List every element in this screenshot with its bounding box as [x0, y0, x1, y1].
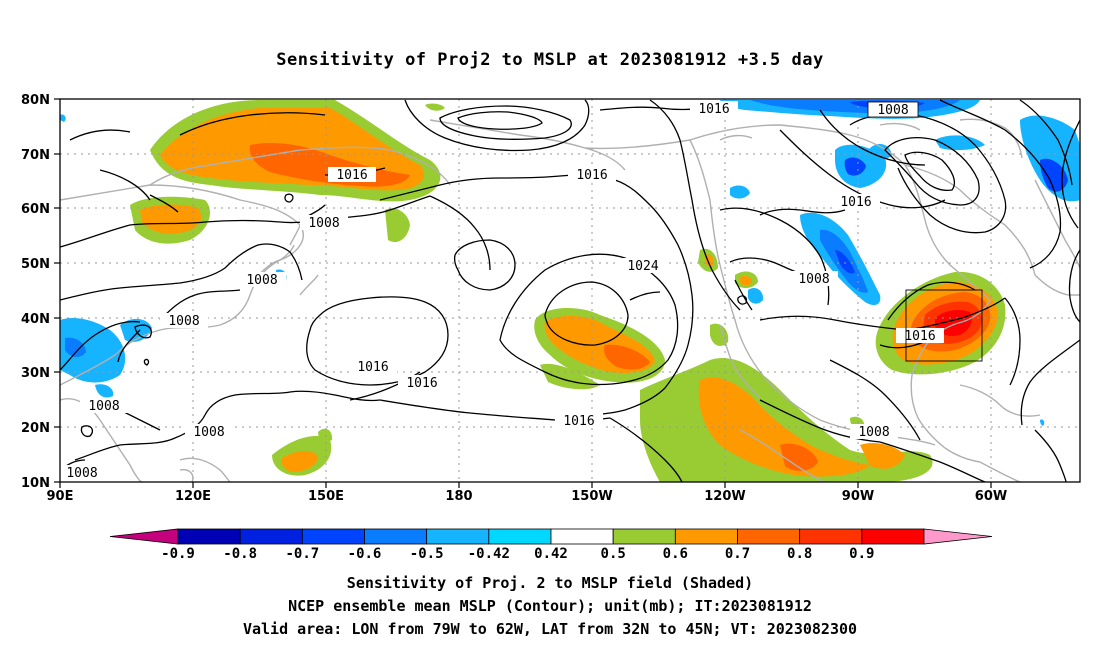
- colorbar-label: -0.7: [285, 546, 319, 562]
- colorbar-cell: [737, 528, 801, 545]
- svg-text:1008: 1008: [66, 466, 97, 481]
- svg-text:1008: 1008: [308, 216, 339, 231]
- colorbar-cell: [488, 528, 552, 545]
- colorbar-cell: [799, 528, 863, 545]
- colorbar-label: 0.8: [787, 546, 812, 562]
- lon-label-150w: 150W: [571, 489, 612, 504]
- contour-label: 1016: [328, 167, 376, 183]
- svg-text:1016: 1016: [698, 102, 729, 117]
- lon-label-60w: 60W: [975, 489, 1007, 504]
- colorbar-label: -0.9: [161, 546, 195, 562]
- colorbar-label: -0.42: [468, 546, 510, 562]
- contour-label: 1008: [790, 271, 838, 287]
- contour-label: 1016: [349, 359, 397, 375]
- svg-text:1008: 1008: [88, 399, 119, 414]
- contour-label: 1008: [185, 424, 233, 440]
- caption-contour: NCEP ensemble mean MSLP (Contour); unit(…: [288, 597, 812, 615]
- contour-label: 1016: [896, 328, 944, 344]
- colorbar-labels: -0.9 -0.8 -0.7 -0.6 -0.5 -0.42 0.42 0.5 0.6 0.7 0.…: [161, 546, 874, 562]
- caption-valid-area: Valid area: LON from 79W to 62W, LAT fro…: [242, 620, 858, 638]
- colorbar-cell: [426, 528, 490, 545]
- svg-text:1024: 1024: [627, 259, 658, 274]
- lon-label-120e: 120E: [175, 489, 211, 504]
- svg-text:1016: 1016: [336, 168, 367, 183]
- colorbar-cell: [550, 528, 614, 545]
- contour-label: 1016: [555, 413, 603, 429]
- lat-label-40n: 40N: [21, 312, 50, 327]
- contour-label: 1024: [619, 258, 667, 274]
- svg-text:1016: 1016: [904, 329, 935, 344]
- contour-label: 1008: [80, 398, 128, 414]
- lat-label-60n: 60N: [21, 202, 50, 217]
- svg-text:1008: 1008: [858, 425, 889, 440]
- lon-label-90e: 90E: [47, 489, 74, 504]
- colorbar-cell: [923, 528, 993, 545]
- svg-text:1008: 1008: [168, 314, 199, 329]
- colorbar-label: 0.42: [534, 546, 568, 562]
- latitude-axis: [54, 98, 60, 483]
- svg-text:1008: 1008: [798, 272, 829, 287]
- lon-label-120w: 120W: [704, 489, 745, 504]
- map-title: Sensitivity of Proj2 to MSLP at 20230819…: [276, 50, 824, 70]
- contour-label: 1008: [300, 215, 348, 231]
- svg-text:1016: 1016: [840, 195, 871, 210]
- lon-label-180: 180: [445, 489, 472, 504]
- lon-label-150e: 150E: [308, 489, 344, 504]
- lat-label-10n: 10N: [21, 476, 50, 491]
- contour-label: 1016: [690, 101, 738, 117]
- contour-label: 1008: [60, 465, 106, 481]
- contour-label: 1008: [867, 101, 919, 118]
- colorbar: [109, 528, 993, 545]
- valid-area-box: [905, 289, 983, 362]
- colorbar-label: 0.6: [663, 546, 688, 562]
- colorbar-label: -0.8: [223, 546, 257, 562]
- colorbar-cell: [612, 528, 676, 545]
- contour-label: 1008: [850, 424, 898, 440]
- colorbar-label: 0.5: [601, 546, 626, 562]
- colorbar-cell: [301, 528, 365, 545]
- lat-label-70n: 70N: [21, 148, 50, 163]
- lat-label-20n: 20N: [21, 421, 50, 436]
- colorbar-cell: [674, 528, 738, 545]
- contour-label: 1008: [160, 313, 208, 329]
- lon-label-90w: 90W: [842, 489, 874, 504]
- colorbar-label: -0.5: [410, 546, 444, 562]
- colorbar-label: -0.6: [348, 546, 382, 562]
- colorbar-label: 0.9: [849, 546, 874, 562]
- latitude-labels: 80N 70N 60N 50N 40N 30N 20N 10N: [21, 93, 50, 491]
- longitude-labels: 90E 120E 150E 180 150W 120W 90W 60W: [47, 489, 1008, 504]
- svg-text:1008: 1008: [193, 425, 224, 440]
- lat-label-30n: 30N: [21, 366, 50, 381]
- svg-text:1016: 1016: [563, 414, 594, 429]
- colorbar-label: 0.7: [725, 546, 750, 562]
- colorbar-cell: [109, 528, 179, 545]
- svg-text:1016: 1016: [406, 376, 437, 391]
- colorbar-cell: [239, 528, 303, 545]
- colorbar-cell: [861, 528, 925, 545]
- plot-frame: [59, 98, 1081, 483]
- contour-label: 1016: [568, 167, 616, 183]
- lat-label-50n: 50N: [21, 257, 50, 272]
- longitude-axis: [59, 482, 992, 488]
- svg-text:1008: 1008: [877, 103, 908, 118]
- contour-label: 1016: [398, 375, 446, 391]
- contour-label: 1016: [832, 194, 880, 210]
- mslp-contours: [60, 99, 1080, 482]
- svg-text:1016: 1016: [357, 360, 388, 375]
- caption-shading: Sensitivity of Proj. 2 to MSLP field (Sh…: [346, 574, 754, 592]
- svg-text:1016: 1016: [576, 168, 607, 183]
- svg-text:1008: 1008: [246, 273, 277, 288]
- contour-labels: 1016 1008 1016 1016 1008 1008 1008 1016 …: [60, 101, 944, 481]
- colorbar-cell: [364, 528, 428, 545]
- colorbar-cell: [177, 528, 241, 545]
- contour-label: 1008: [238, 272, 286, 288]
- lat-label-80n: 80N: [21, 93, 50, 108]
